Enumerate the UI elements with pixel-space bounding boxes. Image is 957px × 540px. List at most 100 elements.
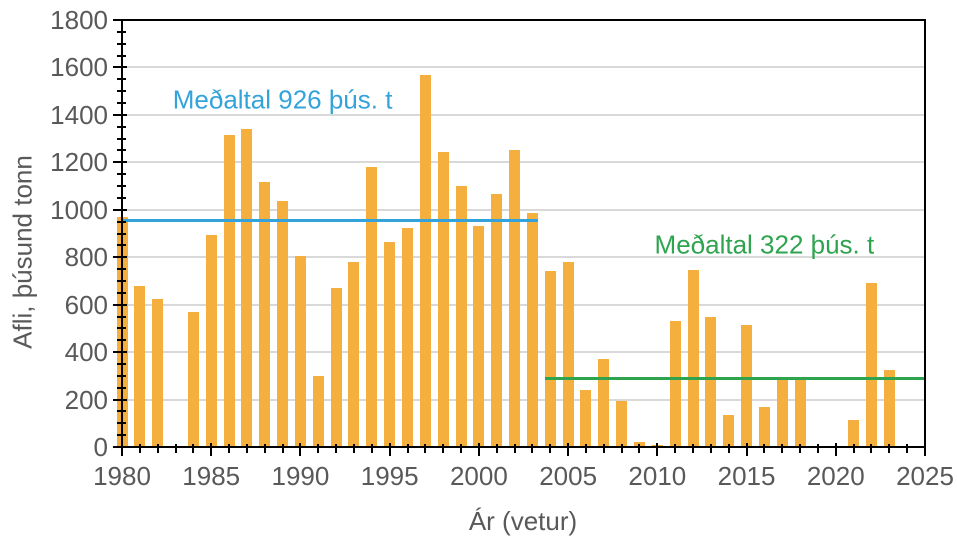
y-tick-label-200: 200 xyxy=(64,384,108,415)
y-minor-tick-300 xyxy=(117,374,126,377)
y-gridline-600 xyxy=(122,303,925,306)
x-major-tick-2000 xyxy=(477,443,480,456)
y-minor-tick-1100 xyxy=(117,185,126,188)
bar-2013 xyxy=(705,316,717,447)
x-minor-tick-2016 xyxy=(763,444,766,453)
y-major-tick-1600 xyxy=(113,66,127,69)
x-minor-tick-2002 xyxy=(513,444,516,453)
bar-1984 xyxy=(187,311,199,447)
bar-1988 xyxy=(259,182,271,447)
x-minor-tick-2014 xyxy=(727,444,730,453)
y-tick-label-1200: 1200 xyxy=(50,147,108,178)
bar-1998 xyxy=(437,151,449,447)
bar-2022 xyxy=(865,283,877,447)
y-minor-tick-1250 xyxy=(117,149,126,152)
x-tick-label-1980: 1980 xyxy=(93,461,151,491)
x-minor-tick-2012 xyxy=(692,444,695,453)
x-minor-tick-2013 xyxy=(709,444,712,453)
x-minor-tick-1998 xyxy=(442,444,445,453)
y-gridline-400 xyxy=(122,351,925,354)
x-major-tick-2015 xyxy=(745,443,748,456)
bar-1995 xyxy=(384,241,396,447)
y-major-tick-1200 xyxy=(113,161,127,164)
x-major-tick-1985 xyxy=(210,443,213,456)
y-minor-tick-500 xyxy=(117,327,126,330)
y-minor-tick-650 xyxy=(117,291,126,294)
y-major-tick-1400 xyxy=(113,113,127,116)
y-minor-tick-250 xyxy=(117,386,126,389)
x-minor-tick-1988 xyxy=(263,444,266,453)
x-tick-label-2000: 2000 xyxy=(449,461,508,491)
x-major-tick-1990 xyxy=(299,443,302,456)
bar-2001 xyxy=(491,194,503,447)
y-tick-label-0: 0 xyxy=(93,432,108,462)
bar-2008 xyxy=(616,400,628,447)
y-minor-tick-950 xyxy=(117,220,126,223)
bar-2012 xyxy=(687,270,699,447)
x-minor-tick-2017 xyxy=(781,444,784,453)
y-major-tick-400 xyxy=(113,351,127,354)
y-tick-label-1800: 1800 xyxy=(50,5,108,35)
bar-2014 xyxy=(723,414,735,447)
y-minor-tick-1550 xyxy=(117,78,126,81)
y-tick-label-600: 600 xyxy=(64,289,108,320)
y-minor-tick-700 xyxy=(117,279,126,282)
x-minor-tick-1991 xyxy=(317,444,320,453)
y-minor-tick-50 xyxy=(117,434,126,437)
x-minor-tick-1996 xyxy=(406,444,409,453)
y-tick-label-1000: 1000 xyxy=(50,194,108,225)
x-minor-tick-2024 xyxy=(906,444,909,453)
y-major-tick-1000 xyxy=(113,208,127,211)
bar-2000 xyxy=(473,226,485,447)
x-major-tick-1995 xyxy=(388,443,391,456)
y-minor-tick-900 xyxy=(117,232,126,235)
x-minor-tick-2001 xyxy=(495,444,498,453)
y-gridline-1600 xyxy=(122,66,925,69)
y-tick-label-800: 800 xyxy=(64,242,108,273)
bar-1986 xyxy=(223,135,235,447)
bar-2015 xyxy=(741,324,753,447)
x-minor-tick-1982 xyxy=(156,444,159,453)
x-minor-tick-2006 xyxy=(584,444,587,453)
x-axis-line xyxy=(121,446,926,448)
y-tick-label-400: 400 xyxy=(64,337,108,368)
x-minor-tick-1997 xyxy=(424,444,427,453)
x-minor-tick-1999 xyxy=(460,444,463,453)
bar-1994 xyxy=(366,167,378,447)
average-line-label-322: Meðaltal 322 þús. t xyxy=(654,229,875,260)
y-minor-tick-1150 xyxy=(117,173,126,176)
bar-1992 xyxy=(330,288,342,447)
x-minor-tick-1981 xyxy=(138,444,141,453)
x-minor-tick-1993 xyxy=(352,444,355,453)
x-minor-tick-2018 xyxy=(799,444,802,453)
average-line-926 xyxy=(122,218,538,222)
y-tick-label-1600: 1600 xyxy=(50,52,108,83)
x-tick-label-1985: 1985 xyxy=(182,461,241,491)
x-tick-label-2015: 2015 xyxy=(717,461,776,491)
y-minor-tick-450 xyxy=(117,339,126,342)
y-gridline-200 xyxy=(122,398,925,401)
x-minor-tick-1986 xyxy=(228,444,231,453)
y-minor-tick-1750 xyxy=(117,30,126,33)
y-minor-tick-1300 xyxy=(117,137,126,140)
bar-1990 xyxy=(294,256,306,447)
x-tick-label-2010: 2010 xyxy=(628,461,687,491)
bar-1993 xyxy=(348,261,360,447)
plot-right-border xyxy=(924,19,926,448)
x-minor-tick-2022 xyxy=(870,444,873,453)
bar-2018 xyxy=(794,379,806,447)
bar-1982 xyxy=(152,298,164,447)
y-minor-tick-750 xyxy=(117,268,126,271)
bar-1989 xyxy=(277,201,289,447)
y-major-tick-0 xyxy=(113,446,127,448)
x-minor-tick-1987 xyxy=(245,444,248,453)
bar-2007 xyxy=(598,359,610,447)
bar-1985 xyxy=(205,234,217,447)
bar-1997 xyxy=(419,74,431,447)
y-minor-tick-1500 xyxy=(117,90,126,93)
y-minor-tick-1450 xyxy=(117,102,126,105)
x-major-tick-2025 xyxy=(924,443,926,456)
bar-2002 xyxy=(509,150,521,447)
